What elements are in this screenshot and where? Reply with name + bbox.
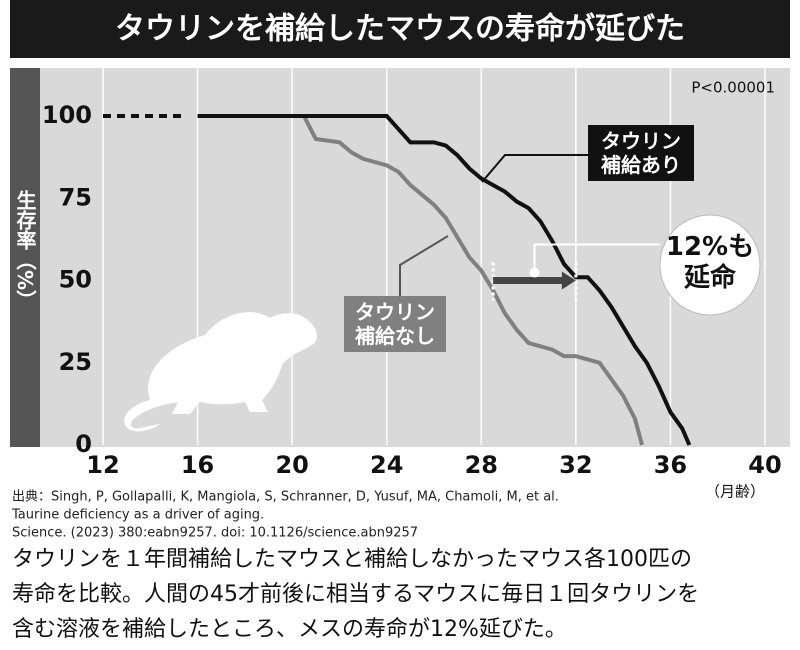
annotation-circle <box>659 214 761 316</box>
label-connector <box>481 154 590 183</box>
x-tick-label: 24 <box>370 451 403 479</box>
y-tick-label: 0 <box>75 430 92 458</box>
y-axis-label: 生存率（%） <box>13 190 37 311</box>
caption-line: 寿命を比較。人間の45才前後に相当するマウスに毎日１回タウリンを <box>12 582 699 607</box>
x-tick-label: 28 <box>465 451 498 479</box>
label-connector <box>399 235 449 298</box>
annotation-connector <box>533 243 660 273</box>
survival-line <box>103 114 692 446</box>
x-tick-label: 20 <box>275 451 308 479</box>
p-value: P<0.00001 <box>691 79 775 97</box>
chart-title: タウリンを補給したマウスの寿命が延びた <box>115 12 685 47</box>
survival-line <box>103 114 644 446</box>
y-tick-label: 75 <box>59 183 92 211</box>
legend-label: タウリン 補給あり <box>588 125 694 181</box>
x-tick-label: 40 <box>748 451 781 479</box>
x-tick-label: 36 <box>654 451 687 479</box>
source-line: Taurine deficiency as a driver of aging. <box>11 508 264 523</box>
y-axis-bar <box>10 68 40 447</box>
source-line: Science. (2023) 380:eabn9257. doi: 10.11… <box>12 526 418 541</box>
x-tick-label: 16 <box>181 451 214 479</box>
y-tick-label: 100 <box>42 101 92 129</box>
mouse-illustration <box>124 312 318 432</box>
x-axis-label: （月齢） <box>705 483 765 501</box>
annotation-dot <box>529 267 540 278</box>
annotation-text: 12%も 延命 <box>665 232 755 294</box>
legend-label: タウリン 補給なし <box>344 296 446 352</box>
arrow-head <box>561 271 576 290</box>
title-bar <box>10 0 790 58</box>
caption-line: タウリンを１年間補給したマウスと補給しなかったマウス各100匹の <box>12 547 692 572</box>
y-tick-label: 50 <box>59 266 92 294</box>
source-line: 出典：Singh, P, Gollapalli, K, Mangiola, S,… <box>12 490 559 505</box>
caption-line: 含む溶液を補給したところ、メスの寿命が12%延びた。 <box>12 617 567 642</box>
y-tick-label: 25 <box>59 348 92 376</box>
x-tick-label: 32 <box>559 451 592 479</box>
x-tick-label: 12 <box>86 451 119 479</box>
